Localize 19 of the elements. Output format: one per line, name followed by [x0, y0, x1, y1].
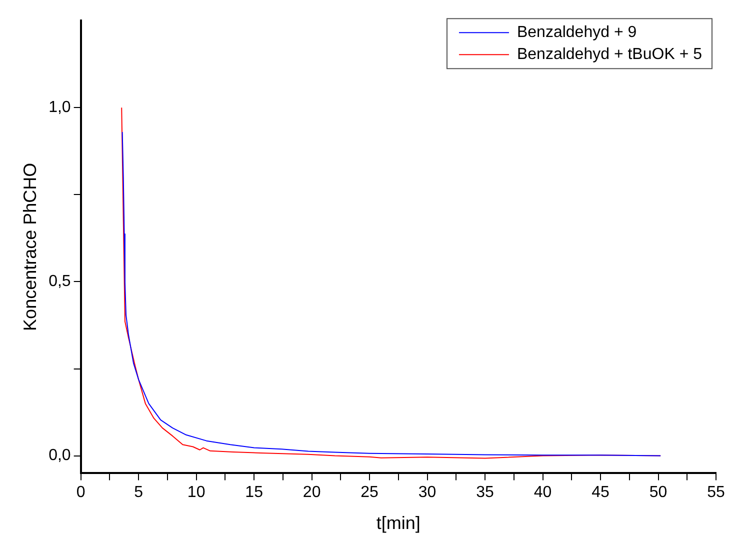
y-tick-label: 0,5 [48, 273, 71, 290]
x-tick-label: 45 [592, 484, 610, 502]
x-tick-label: 10 [187, 484, 206, 502]
legend-label: Benzaldehyd + 9 [516, 24, 637, 42]
y-tick-label: 0,0 [48, 447, 71, 464]
x-tick-label: 40 [534, 484, 552, 502]
legend-label: Benzaldehyd + tBuOK + 5 [516, 46, 702, 64]
x-tick-label: 30 [418, 484, 436, 502]
y-tick-label: 1,0 [48, 99, 71, 116]
x-tick-label: 20 [302, 484, 321, 502]
y-axis-title: Koncentrace PhCHO [20, 162, 40, 331]
x-tick-label: 5 [134, 484, 144, 502]
x-axis-title: t[min] [376, 513, 420, 534]
x-tick-label: 0 [76, 484, 86, 502]
x-tick-label: 55 [707, 484, 725, 502]
x-tick-label: 15 [245, 484, 264, 502]
x-tick-label: 35 [476, 484, 494, 502]
x-tick-label: 25 [360, 484, 379, 502]
x-tick-label: 50 [649, 484, 668, 502]
